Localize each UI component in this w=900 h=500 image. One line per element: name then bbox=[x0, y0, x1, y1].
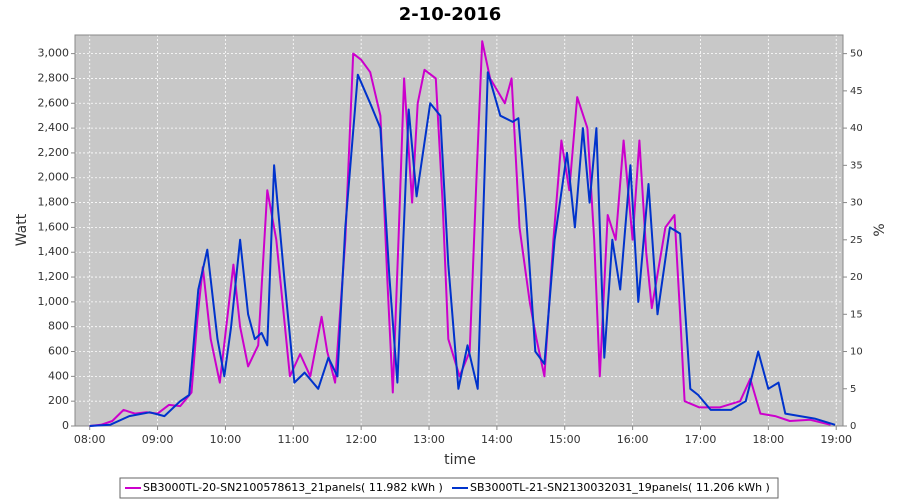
x-tick-label: 12:00 bbox=[345, 433, 377, 446]
y-tick-label: 1,800 bbox=[38, 196, 70, 209]
y2-tick-label: 40 bbox=[850, 123, 863, 134]
chart-title: 2-10-2016 bbox=[399, 4, 502, 25]
y-tick-label: 600 bbox=[48, 345, 69, 358]
plot-area bbox=[75, 35, 843, 426]
series-line bbox=[89, 40, 831, 427]
legend bbox=[119, 477, 779, 499]
y-tick-label: 2,200 bbox=[38, 146, 70, 159]
y-tick-label: 2,400 bbox=[38, 121, 70, 134]
y2-tick-label: 35 bbox=[850, 160, 863, 171]
y2-tick-label: 5 bbox=[850, 384, 856, 395]
y-tick-label: 0 bbox=[62, 419, 69, 432]
x-tick-label: 09:00 bbox=[142, 433, 174, 446]
y-tick-label: 2,600 bbox=[38, 96, 70, 109]
y2-axis-title: % bbox=[872, 223, 888, 236]
y-tick-label: 400 bbox=[48, 369, 69, 382]
legend-label: SB3000TL-20-SN2100578613_21panels( 11.98… bbox=[143, 481, 443, 494]
y2-tick-label: 45 bbox=[850, 86, 863, 97]
y-tick-label: 1,000 bbox=[38, 295, 70, 308]
x-tick-label: 16:00 bbox=[617, 433, 649, 446]
y-tick-label: 1,400 bbox=[38, 245, 70, 258]
x-tick-label: 18:00 bbox=[752, 433, 784, 446]
y2-tick-label: 10 bbox=[850, 347, 863, 358]
x-tick-label: 10:00 bbox=[210, 433, 242, 446]
x-tick-label: 08:00 bbox=[74, 433, 106, 446]
plot-border bbox=[74, 34, 844, 427]
y-axis-title: Watt bbox=[14, 213, 30, 246]
x-tick-label: 14:00 bbox=[481, 433, 513, 446]
x-tick-label: 19:00 bbox=[820, 433, 852, 446]
y-tick-label: 3,000 bbox=[38, 47, 70, 60]
y2-tick-label: 30 bbox=[850, 198, 863, 209]
y-tick-label: 800 bbox=[48, 320, 69, 333]
y-tick-label: 1,600 bbox=[38, 220, 70, 233]
x-tick-label: 15:00 bbox=[549, 433, 581, 446]
y2-tick-label: 0 bbox=[850, 421, 856, 432]
y-tick-label: 2,000 bbox=[38, 171, 70, 184]
y2-tick-label: 25 bbox=[850, 235, 863, 246]
series-line bbox=[89, 71, 836, 427]
y2-tick-label: 50 bbox=[850, 49, 863, 60]
x-axis-title: time bbox=[444, 452, 476, 468]
legend-label: SB3000TL-21-SN2130032031_19panels( 11.20… bbox=[470, 481, 770, 494]
x-tick-label: 17:00 bbox=[685, 433, 717, 446]
y-tick-label: 1,200 bbox=[38, 270, 70, 283]
y2-tick-label: 20 bbox=[850, 272, 863, 283]
y-tick-label: 2,800 bbox=[38, 71, 70, 84]
x-tick-label: 11:00 bbox=[277, 433, 309, 446]
y-tick-label: 200 bbox=[48, 394, 69, 407]
x-tick-label: 13:00 bbox=[413, 433, 445, 446]
y2-tick-label: 15 bbox=[850, 309, 863, 320]
